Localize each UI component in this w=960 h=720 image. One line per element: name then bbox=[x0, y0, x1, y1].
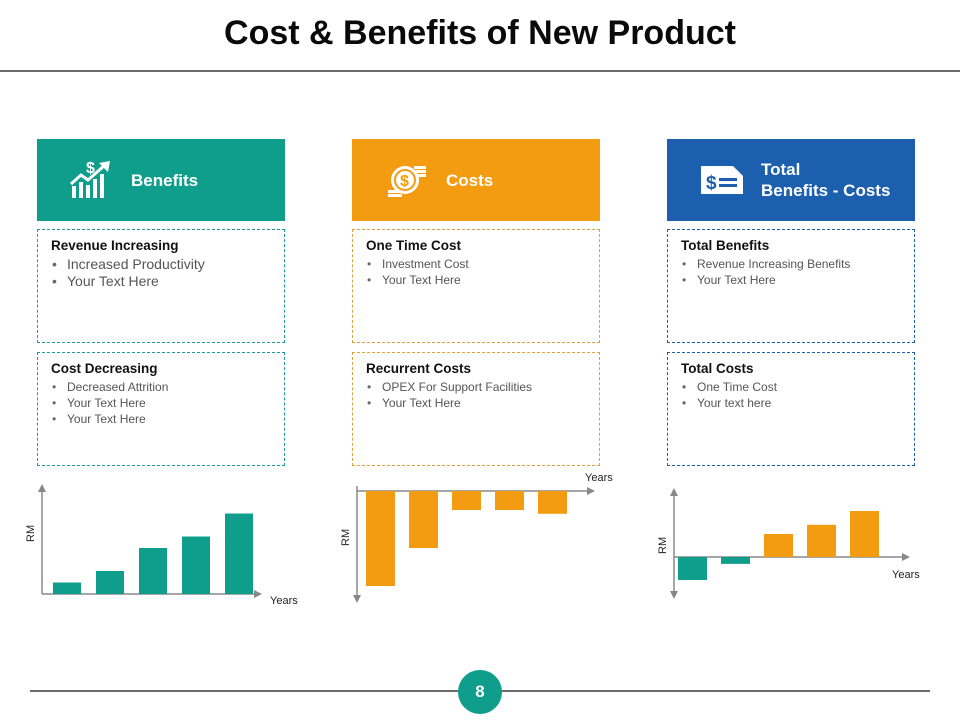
money-growth-icon: $ bbox=[69, 160, 110, 198]
bar bbox=[807, 524, 836, 557]
total-header-label: Total Benefits - Costs bbox=[761, 160, 891, 200]
net-chart: RM Years bbox=[657, 488, 920, 599]
bar bbox=[409, 491, 438, 548]
box-title: Cost Decreasing bbox=[51, 361, 158, 376]
svg-text:$: $ bbox=[400, 173, 409, 190]
benefits-header-label: Benefits bbox=[131, 170, 199, 190]
list-item: Your Text Here bbox=[366, 395, 586, 411]
bar bbox=[678, 557, 707, 580]
list-item: Investment Cost bbox=[366, 256, 586, 272]
y-axis-arrow bbox=[38, 484, 46, 492]
bar bbox=[721, 557, 750, 564]
revenue-increasing-box: Revenue Increasing Increased Productivit… bbox=[37, 229, 285, 343]
bar bbox=[53, 582, 81, 594]
list-item: Your Text Here bbox=[51, 273, 271, 290]
list-item: OPEX For Support Facilities bbox=[366, 379, 586, 395]
box-title: Recurrent Costs bbox=[366, 361, 472, 376]
box-title: One Time Cost bbox=[366, 238, 462, 253]
y-axis-label: RM bbox=[657, 537, 669, 554]
title-divider bbox=[0, 70, 960, 72]
x-axis-label: Years bbox=[270, 595, 298, 607]
footer-divider-left bbox=[30, 690, 458, 692]
x-axis-label: Years bbox=[585, 472, 613, 484]
x-axis-label: Years bbox=[892, 569, 920, 581]
box-title: Total Benefits bbox=[681, 238, 770, 253]
y-axis-label: RM bbox=[25, 525, 37, 542]
y-axis-arrow-up bbox=[670, 488, 678, 496]
box-title: Total Costs bbox=[681, 361, 754, 376]
benefits-header: $ Benefits bbox=[37, 139, 285, 221]
cost-decreasing-box: Cost Decreasing Decreased Attrition Your… bbox=[37, 352, 285, 466]
bar bbox=[495, 491, 524, 510]
total-costs-box: Total Costs One Time Cost Your text here bbox=[667, 352, 915, 466]
bar bbox=[182, 536, 210, 594]
bar bbox=[96, 571, 124, 594]
box-title: Revenue Increasing bbox=[51, 238, 179, 253]
y-axis-label: RM bbox=[340, 529, 352, 546]
bar bbox=[139, 548, 167, 594]
list-item: Decreased Attrition bbox=[51, 379, 271, 395]
list-item: Revenue Increasing Benefits bbox=[681, 256, 901, 272]
list-item: Your Text Here bbox=[51, 395, 271, 411]
bar bbox=[225, 513, 253, 594]
list-item: Increased Productivity bbox=[51, 256, 271, 273]
y-axis-arrow-down bbox=[353, 595, 361, 603]
page-title: Cost & Benefits of New Product bbox=[224, 14, 736, 52]
x-axis-arrow bbox=[902, 553, 910, 561]
costs-header-label: Costs bbox=[446, 170, 494, 190]
list-item: One Time Cost bbox=[681, 379, 901, 395]
bar bbox=[452, 491, 481, 510]
x-axis-arrow bbox=[254, 590, 262, 598]
bar bbox=[538, 491, 567, 514]
page-number: 8 bbox=[458, 670, 502, 714]
benefits-chart: RM Years bbox=[25, 484, 298, 607]
recurrent-costs-box: Recurrent Costs OPEX For Support Facilit… bbox=[352, 352, 600, 466]
svg-text:$: $ bbox=[86, 160, 95, 177]
bar bbox=[850, 511, 879, 557]
one-time-cost-box: One Time Cost Investment Cost Your Text … bbox=[352, 229, 600, 343]
svg-text:$: $ bbox=[706, 173, 717, 194]
list-item: Your Text Here bbox=[681, 272, 901, 288]
list-item: Your Text Here bbox=[366, 272, 586, 288]
total-header: $ Total Benefits - Costs bbox=[667, 139, 915, 221]
x-axis-arrow bbox=[587, 487, 595, 495]
dollar-check-icon: $ bbox=[701, 166, 743, 194]
total-benefits-box: Total Benefits Revenue Increasing Benefi… bbox=[667, 229, 915, 343]
costs-header: $ Costs bbox=[352, 139, 600, 221]
y-axis-arrow-down bbox=[670, 591, 678, 599]
bar bbox=[366, 491, 395, 586]
coins-icon: $ bbox=[388, 166, 426, 197]
footer-divider-right bbox=[502, 690, 930, 692]
list-item: Your text here bbox=[681, 395, 901, 411]
costs-chart: RM Years bbox=[340, 472, 613, 603]
bar bbox=[764, 534, 793, 557]
list-item: Your Text Here bbox=[51, 411, 271, 427]
